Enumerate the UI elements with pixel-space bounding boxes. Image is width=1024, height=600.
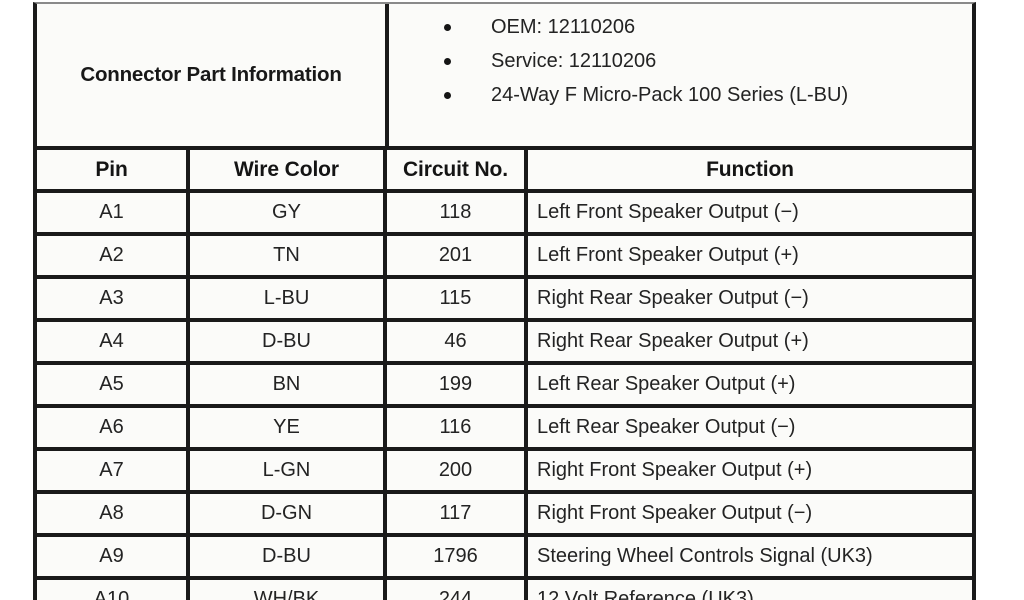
cell-circuit-no: 201 [387, 236, 528, 279]
cell-wire-color: YE [190, 408, 387, 451]
page-title: Connector Part Information [80, 63, 342, 86]
cell-pin: A1 [33, 193, 190, 236]
cell-pin: A6 [33, 408, 190, 451]
connector-info-box: Connector Part Information OEM: 12110206… [33, 2, 976, 150]
cell-wire-color: WH/BK [190, 580, 387, 600]
cell-wire-color: D-BU [190, 322, 387, 365]
table-row: A1 GY 118 Left Front Speaker Output (−) [33, 193, 976, 236]
column-header-function: Function [528, 150, 976, 193]
cell-pin: A9 [33, 537, 190, 580]
cell-wire-color: L-GN [190, 451, 387, 494]
table-header-row: Pin Wire Color Circuit No. Function [33, 150, 976, 193]
table-body: A1 GY 118 Left Front Speaker Output (−) … [33, 193, 976, 600]
cell-wire-color: GY [190, 193, 387, 236]
bullet-icon [444, 92, 451, 99]
cell-circuit-no: 118 [387, 193, 528, 236]
list-item: Service: 12110206 [389, 44, 972, 78]
cell-function: Left Rear Speaker Output (+) [528, 365, 976, 408]
cell-pin: A4 [33, 322, 190, 365]
cell-pin: A2 [33, 236, 190, 279]
connector-part-information-table: Connector Part Information OEM: 12110206… [33, 2, 976, 600]
table-header: Pin Wire Color Circuit No. Function [33, 150, 976, 193]
cell-circuit-no: 244 [387, 580, 528, 600]
bullet-icon [444, 58, 451, 65]
cell-function: Left Front Speaker Output (−) [528, 193, 976, 236]
cell-function: Left Rear Speaker Output (−) [528, 408, 976, 451]
cell-circuit-no: 46 [387, 322, 528, 365]
column-header-circuit-no: Circuit No. [387, 150, 528, 193]
bullet-icon [444, 24, 451, 31]
connector-info-title-cell: Connector Part Information [37, 4, 389, 146]
column-header-pin: Pin [33, 150, 190, 193]
cell-circuit-no: 200 [387, 451, 528, 494]
list-item-label: Service: 12110206 [491, 50, 657, 72]
table-row: A7 L-GN 200 Right Front Speaker Output (… [33, 451, 976, 494]
connector-part-bullet-list: OEM: 12110206 Service: 12110206 24-Way F… [389, 10, 972, 112]
cell-wire-color: BN [190, 365, 387, 408]
table-row: A2 TN 201 Left Front Speaker Output (+) [33, 236, 976, 279]
cell-wire-color: TN [190, 236, 387, 279]
table-row: A9 D-BU 1796 Steering Wheel Controls Sig… [33, 537, 976, 580]
column-header-wire-color: Wire Color [190, 150, 387, 193]
pin-assignment-table: Pin Wire Color Circuit No. Function A1 G… [33, 150, 976, 600]
cell-circuit-no: 1796 [387, 537, 528, 580]
cell-function: Right Rear Speaker Output (+) [528, 322, 976, 365]
list-item-label: OEM: 12110206 [491, 16, 636, 38]
table-row: A10 WH/BK 244 12 Volt Reference (UK3) [33, 580, 976, 600]
table-row: A5 BN 199 Left Rear Speaker Output (+) [33, 365, 976, 408]
connector-info-list-cell: OEM: 12110206 Service: 12110206 24-Way F… [389, 4, 972, 146]
cell-circuit-no: 116 [387, 408, 528, 451]
table-row: A4 D-BU 46 Right Rear Speaker Output (+) [33, 322, 976, 365]
cell-pin: A5 [33, 365, 190, 408]
cell-wire-color: L-BU [190, 279, 387, 322]
cell-function: Left Front Speaker Output (+) [528, 236, 976, 279]
cell-wire-color: D-BU [190, 537, 387, 580]
cell-wire-color: D-GN [190, 494, 387, 537]
list-item-label: 24-Way F Micro-Pack 100 Series (L-BU) [491, 84, 849, 106]
cell-circuit-no: 117 [387, 494, 528, 537]
table-row: A8 D-GN 117 Right Front Speaker Output (… [33, 494, 976, 537]
cell-circuit-no: 115 [387, 279, 528, 322]
table-row: A6 YE 116 Left Rear Speaker Output (−) [33, 408, 976, 451]
table-row: A3 L-BU 115 Right Rear Speaker Output (−… [33, 279, 976, 322]
cell-pin: A10 [33, 580, 190, 600]
cell-function: Right Rear Speaker Output (−) [528, 279, 976, 322]
cell-pin: A3 [33, 279, 190, 322]
cell-function: 12 Volt Reference (UK3) [528, 580, 976, 600]
cell-function: Steering Wheel Controls Signal (UK3) [528, 537, 976, 580]
cell-circuit-no: 199 [387, 365, 528, 408]
cell-pin: A8 [33, 494, 190, 537]
cell-function: Right Front Speaker Output (−) [528, 494, 976, 537]
list-item: 24-Way F Micro-Pack 100 Series (L-BU) [389, 78, 972, 112]
cell-function: Right Front Speaker Output (+) [528, 451, 976, 494]
list-item: OEM: 12110206 [389, 10, 972, 44]
cell-pin: A7 [33, 451, 190, 494]
